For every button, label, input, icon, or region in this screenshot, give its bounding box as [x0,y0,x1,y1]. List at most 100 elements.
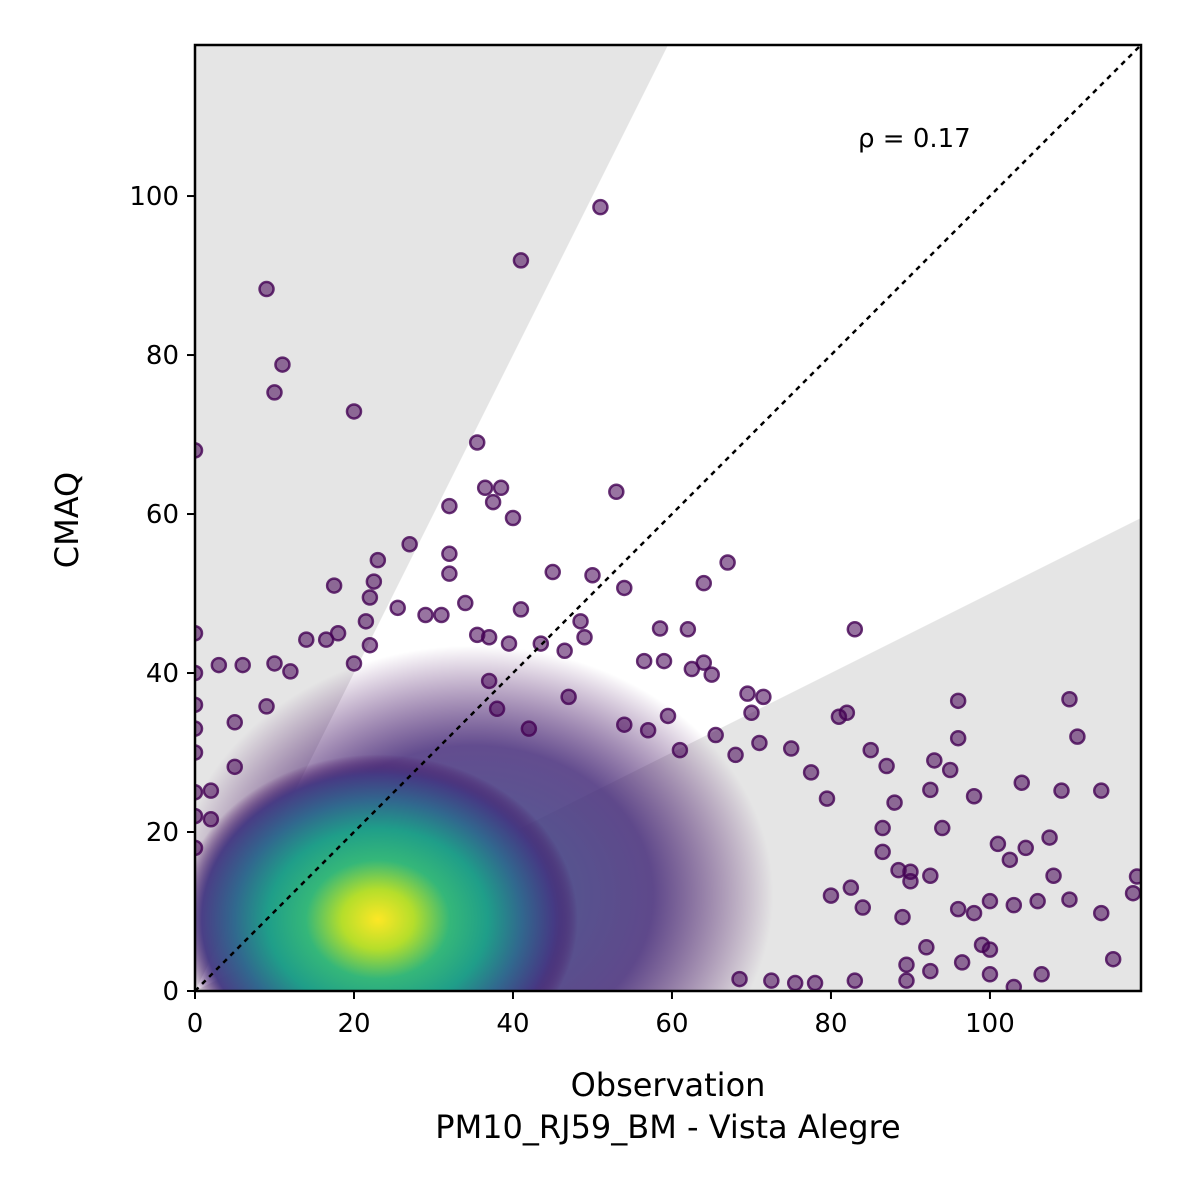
x-tick-label: 100 [965,1009,1015,1039]
data-point [202,811,220,828]
data-point [838,704,856,722]
data-point [965,904,983,922]
y-tick-label: 60 [146,500,179,530]
x-axis-subtitle: PM10_RJ59_BM - Vista Alegre [435,1108,900,1146]
x-tick-label: 20 [337,1009,370,1039]
data-point [441,497,458,515]
data-point [1128,868,1141,885]
data-point [480,672,498,690]
data-point [902,873,919,890]
data-point [842,879,860,896]
data-point [802,764,820,781]
data-point [202,782,220,799]
data-point [1017,839,1034,857]
data-point [195,807,204,825]
data-point [755,688,772,706]
x-tick-label: 80 [814,1009,847,1039]
x-axis-ticks: 0 20 40 60 80 100 [187,991,1015,1039]
data-point [1013,774,1031,791]
data-point [898,956,915,974]
data-point [1061,891,1078,908]
data-point [361,636,379,654]
data-point [822,887,840,904]
data-point [898,972,915,989]
plot-frame [193,43,1143,993]
outlier-points [195,198,1141,991]
data-point [846,621,864,638]
data-point [512,601,530,618]
data-point [949,692,967,710]
data-point [484,493,502,511]
data-point [965,787,983,805]
data-point [922,867,939,884]
data-point [1041,829,1058,846]
data-point [1061,691,1078,708]
y-tick-label: 100 [129,182,179,212]
data-point [695,654,713,671]
data-point [572,613,589,630]
data-point [608,483,625,501]
data-point [949,900,967,918]
data-point [854,899,872,916]
y-tick-label: 0 [162,977,179,1007]
data-point [639,722,657,739]
data-point [492,479,510,497]
data-point [195,839,204,857]
data-point [635,652,653,670]
data-point [329,625,347,642]
data-point [739,685,756,702]
data-point [922,962,939,980]
data-point [576,628,593,646]
data-point [981,966,999,983]
data-point [298,631,315,648]
data-point [266,384,283,401]
data-point [1069,728,1086,745]
density-cloud [195,645,774,991]
data-point [941,761,959,779]
data-point [282,663,299,680]
data-point [556,642,573,660]
correlation-annotation: ρ = 0.17 [858,124,971,154]
data-point [365,573,383,590]
data-point [417,606,434,624]
data-point [707,726,724,744]
data-point [926,752,943,769]
data-point [560,688,577,706]
data-point [894,908,911,926]
data-point [1093,782,1110,799]
data-point [266,655,283,672]
data-point [1045,867,1062,884]
y-axis-ticks: 0 20 40 60 80 100 [129,182,195,1007]
data-point [981,941,999,958]
data-point [433,606,450,624]
data-point [616,579,633,597]
data-point [763,972,780,989]
data-point [345,403,363,420]
data-point [389,599,406,617]
data-point [258,280,275,298]
data-point [195,720,204,737]
data-point [369,551,387,569]
y-axis-title: CMAQ [48,472,86,568]
data-point [651,620,669,637]
data-point [846,972,864,989]
data-point [1093,904,1110,922]
data-point [989,835,1007,853]
data-point [1124,884,1141,902]
data-point [488,700,506,718]
plot-area [195,45,1141,991]
x-tick-label: 0 [187,1009,204,1039]
data-point [874,843,891,861]
data-point [782,740,800,757]
data-point [922,781,939,799]
data-point [981,892,999,910]
data-point [953,954,971,971]
data-point [818,790,836,807]
data-point [1053,782,1070,799]
x-axis-title: Observation [571,1066,766,1104]
data-point [949,729,967,747]
data-point [480,628,498,646]
one-to-one-line [195,45,1141,991]
